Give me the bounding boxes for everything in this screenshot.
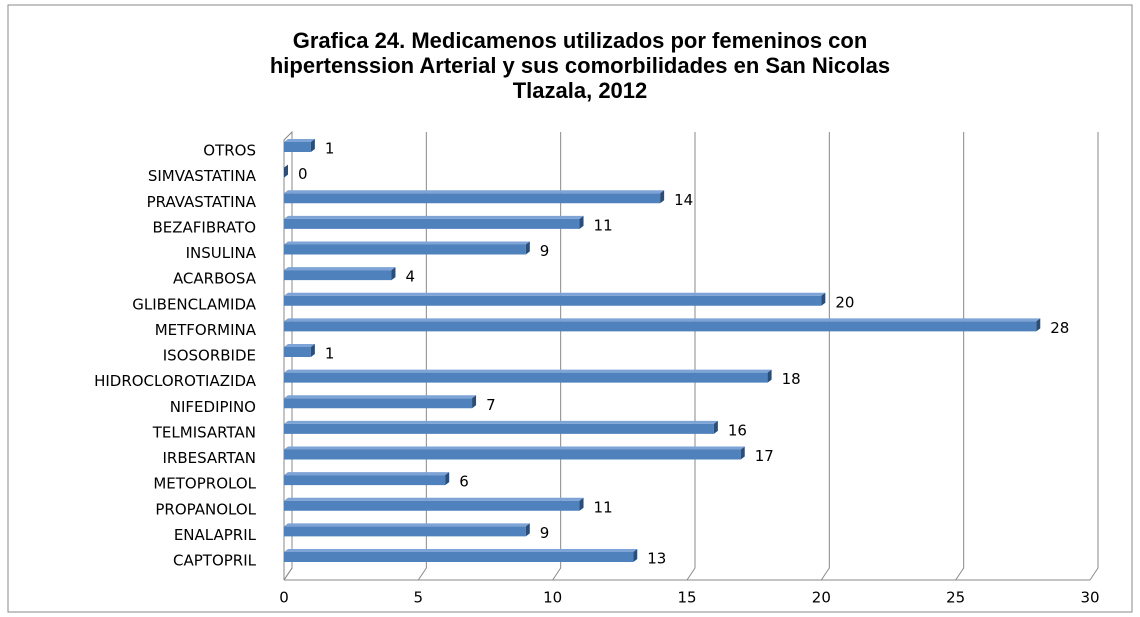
y-tick-label: GLIBENCLAMIDA [132, 295, 256, 313]
y-tick-label: INSULINA [186, 244, 257, 262]
bar [284, 472, 450, 486]
data-label: 16 [728, 421, 747, 439]
data-label: 13 [647, 550, 666, 568]
data-label: 20 [835, 293, 854, 311]
data-label: 11 [594, 216, 613, 234]
bar [284, 369, 772, 383]
x-tick-label: 5 [414, 589, 424, 607]
chart-border [7, 4, 1133, 613]
data-label: 7 [486, 396, 496, 414]
grid-line [820, 132, 830, 581]
data-label: 17 [755, 447, 774, 465]
bar [284, 344, 315, 357]
data-label: 11 [594, 498, 613, 516]
bar [284, 241, 530, 255]
bar [284, 292, 826, 306]
bar [284, 497, 584, 511]
bar [284, 139, 315, 152]
grid-line [955, 132, 965, 581]
grid-line [417, 132, 427, 581]
grid-line [1089, 132, 1099, 581]
y-tick-label: METFORMINA [155, 321, 257, 339]
data-label: 1 [325, 140, 335, 158]
y-tick-label: BEZAFIBRATO [152, 218, 256, 236]
chart-title: Grafica 24. Medicamenos utilizados por f… [293, 28, 868, 53]
grid-line [552, 132, 562, 581]
x-tick-label: 15 [677, 589, 696, 607]
data-label: 0 [298, 165, 308, 183]
bar [284, 395, 477, 409]
bar [284, 267, 396, 281]
x-tick-label: 10 [543, 589, 562, 607]
bar [284, 446, 745, 460]
y-tick-label: METOPROLOL [153, 475, 256, 493]
y-tick-label: TELMISARTAN [152, 423, 256, 441]
bar [284, 523, 530, 537]
chart-title: hipertenssion Arterial y sus comorbilida… [270, 53, 890, 78]
grid-line [686, 132, 696, 581]
bar [284, 318, 1041, 332]
y-tick-label: HIDROCLOROTIAZIDA [94, 372, 257, 390]
y-tick-label: ENALAPRIL [174, 526, 257, 544]
bar [284, 215, 584, 229]
y-tick-label: PROPANOLOL [155, 500, 256, 518]
data-label: 14 [674, 191, 693, 209]
bar [284, 549, 638, 562]
bar [284, 190, 665, 204]
y-tick-label: PRAVASTATINA [147, 193, 257, 211]
x-tick-label: 20 [812, 589, 831, 607]
data-label: 9 [540, 242, 550, 260]
data-label: 28 [1050, 319, 1069, 337]
data-label: 1 [325, 345, 335, 363]
y-tick-label: IRBESARTAN [163, 449, 257, 467]
data-label: 6 [459, 473, 469, 491]
x-tick-label: 25 [946, 589, 965, 607]
data-label: 9 [540, 524, 550, 542]
y-tick-label: ACARBOSA [173, 270, 257, 288]
chart-title: Tlazala, 2012 [513, 78, 648, 103]
y-tick-label: ISOSORBIDE [163, 347, 256, 365]
bar [284, 420, 718, 434]
y-tick-label: CAPTOPRIL [173, 552, 257, 570]
data-label: 18 [782, 370, 801, 388]
x-tick-label: 0 [279, 589, 289, 607]
bar [284, 164, 288, 178]
data-label: 4 [405, 268, 415, 286]
x-tick-label: 30 [1080, 589, 1099, 607]
y-tick-label: OTROS [203, 142, 256, 160]
y-tick-label: NIFEDIPINO [170, 398, 256, 416]
y-tick-label: SIMVASTATINA [148, 167, 257, 185]
